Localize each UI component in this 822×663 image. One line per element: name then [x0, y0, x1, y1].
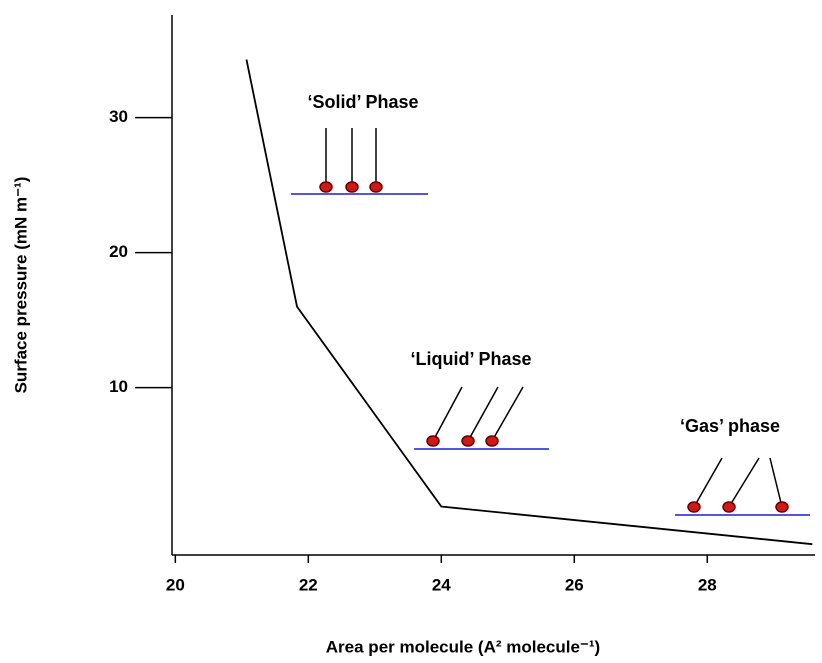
tail: [728, 457, 760, 508]
head: [775, 501, 789, 513]
head: [319, 181, 333, 193]
annotation: ‘Solid’ Phase: [307, 92, 418, 112]
monolayer-sketches: [291, 128, 810, 516]
head: [461, 435, 475, 447]
head: [687, 501, 701, 513]
y-tick-label: 20: [109, 242, 128, 261]
head: [722, 501, 736, 513]
head: [345, 181, 359, 193]
tail: [467, 386, 499, 442]
tail: [693, 457, 723, 508]
tail: [432, 386, 463, 442]
tail: [769, 457, 783, 508]
x-tick-label: 26: [565, 575, 584, 594]
y-axis-label: Surface pressure (mN m⁻¹): [11, 177, 30, 394]
tail: [491, 386, 524, 442]
head: [369, 181, 383, 193]
annotation: ‘Gas’ phase: [680, 416, 780, 436]
head: [485, 435, 499, 447]
x-tick-label: 28: [698, 575, 717, 594]
data-line: [245, 59, 813, 546]
head: [426, 435, 440, 447]
x-tick-label: 20: [166, 575, 185, 594]
x-tick-label: 24: [432, 575, 451, 594]
y-tick-label: 10: [109, 377, 128, 396]
x-tick-label: 22: [299, 575, 318, 594]
annotation: ‘Liquid’ Phase: [410, 349, 531, 369]
y-tick-label: 30: [109, 107, 128, 126]
x-axis-label: Area per molecule (A² molecule⁻¹): [326, 637, 600, 656]
